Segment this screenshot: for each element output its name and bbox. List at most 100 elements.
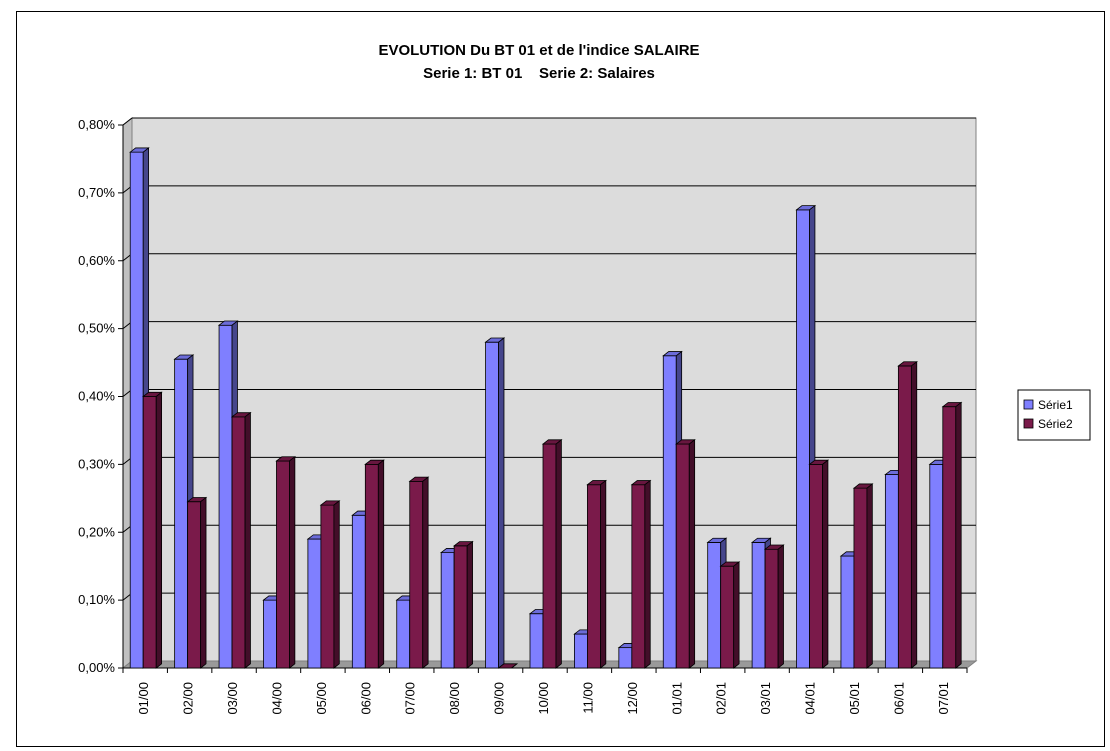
- x-tick-label: 04/01: [803, 682, 818, 715]
- bar: [675, 438, 696, 669]
- bar-side: [644, 479, 651, 669]
- bar-side: [733, 561, 740, 669]
- bar-front: [364, 463, 379, 669]
- y-tick-label: 0,00%: [78, 660, 115, 675]
- bar: [364, 459, 385, 669]
- bar-front: [453, 545, 468, 669]
- bar-front: [884, 474, 899, 669]
- bar: [186, 496, 208, 669]
- y-tick-label: 0,40%: [78, 389, 115, 404]
- chart-title: EVOLUTION Du BT 01 et de l'indice SALAIR…: [378, 42, 699, 59]
- x-tick-label: 07/00: [403, 682, 418, 715]
- bar: [275, 455, 297, 669]
- bar-side: [466, 540, 473, 669]
- legend: Série1 Série2: [1017, 389, 1091, 441]
- bar-side: [498, 337, 505, 669]
- bar-side: [200, 496, 207, 669]
- x-tick-label: 10/00: [536, 682, 551, 715]
- bar-front: [587, 484, 601, 669]
- x-tick-label: 05/00: [314, 682, 329, 715]
- bar-side: [377, 459, 385, 669]
- bar: [452, 540, 474, 669]
- bar-front: [707, 542, 722, 669]
- legend-label: Série1: [1038, 398, 1073, 412]
- x-tick-label: 06/00: [358, 682, 373, 715]
- bar: [319, 500, 341, 669]
- bar-front: [662, 355, 677, 669]
- legend-box: [1017, 389, 1091, 441]
- x-tick-label: 09/00: [492, 682, 507, 715]
- bar-side: [600, 479, 607, 669]
- bar: [941, 401, 963, 669]
- legend-label: Série2: [1038, 417, 1073, 431]
- bar-front: [809, 463, 823, 669]
- bar: [230, 411, 252, 669]
- y-tick-label: 0,20%: [78, 524, 115, 539]
- bar-front: [618, 647, 633, 669]
- bar: [719, 561, 741, 669]
- chart-subtitle: Serie 1: BT 01 Serie 2: Salaires: [423, 65, 655, 82]
- x-tick-label: 07/01: [936, 682, 951, 715]
- bar: [497, 663, 519, 669]
- bar-front: [263, 599, 277, 669]
- bar: [630, 479, 652, 669]
- bar-front: [396, 599, 411, 669]
- bar-front: [764, 548, 779, 669]
- bar-front: [174, 358, 189, 669]
- bar: [541, 438, 563, 669]
- bar-side: [688, 438, 696, 669]
- x-tick-label: 03/00: [225, 682, 240, 715]
- bar-front: [142, 396, 157, 669]
- x-tick-label: 02/01: [714, 682, 729, 715]
- x-tick-label: 01/01: [669, 682, 684, 715]
- bar-front: [440, 552, 455, 669]
- bar-side: [910, 360, 918, 669]
- x-tick-label: 12/00: [625, 682, 640, 715]
- bar: [763, 544, 785, 669]
- bar-side: [511, 663, 518, 669]
- x-tick-label: 03/01: [758, 682, 773, 715]
- bar-side: [155, 391, 163, 669]
- bar-front: [929, 463, 944, 669]
- x-tick-label: 05/01: [847, 682, 862, 715]
- bar-front: [129, 151, 144, 669]
- x-tick-label: 11/00: [580, 682, 595, 714]
- bar-front: [231, 416, 246, 669]
- bar-side: [866, 483, 873, 669]
- bar-side: [822, 459, 829, 669]
- bar-front: [675, 443, 690, 669]
- bar-side: [422, 476, 429, 669]
- gridline-side: [122, 117, 133, 126]
- bar: [142, 391, 163, 669]
- x-tick-label: 04/00: [269, 682, 284, 715]
- bar-front: [751, 542, 766, 669]
- bar-front: [187, 501, 202, 669]
- y-tick-label: 0,30%: [78, 456, 115, 471]
- bar-front: [796, 209, 810, 669]
- bar-side: [777, 544, 784, 669]
- bar-front: [631, 484, 646, 669]
- y-tick-label: 0,80%: [78, 117, 115, 132]
- bar-front: [840, 555, 855, 669]
- y-tick-label: 0,50%: [78, 321, 115, 336]
- bar-front: [307, 538, 322, 669]
- bar-front: [897, 365, 912, 669]
- bar-front: [320, 504, 335, 669]
- x-tick-label: 01/00: [136, 682, 151, 715]
- bar-side: [955, 401, 962, 669]
- legend-swatch: [1023, 418, 1034, 429]
- y-tick-label: 0,60%: [78, 253, 115, 268]
- plot-area: 0,00% 0,10% 0,20% 0,30% 0,40% 0,50% 0,60% 0,70%…: [78, 116, 978, 715]
- bar-front: [485, 341, 499, 669]
- y-tick-label: 0,10%: [78, 592, 115, 607]
- x-tick-label: 06/01: [891, 682, 906, 715]
- bar-front: [529, 613, 544, 669]
- bar-front: [409, 480, 424, 669]
- chart-frame: EVOLUTION Du BT 01 et de l'indice SALAIR…: [16, 11, 1105, 747]
- x-tick-label: 02/00: [181, 682, 196, 715]
- bar-front: [853, 487, 868, 669]
- bar-side: [244, 411, 251, 669]
- chart: EVOLUTION Du BT 01 et de l'indice SALAIR…: [78, 42, 1091, 715]
- bar-front: [542, 443, 557, 669]
- bar-side: [333, 500, 340, 669]
